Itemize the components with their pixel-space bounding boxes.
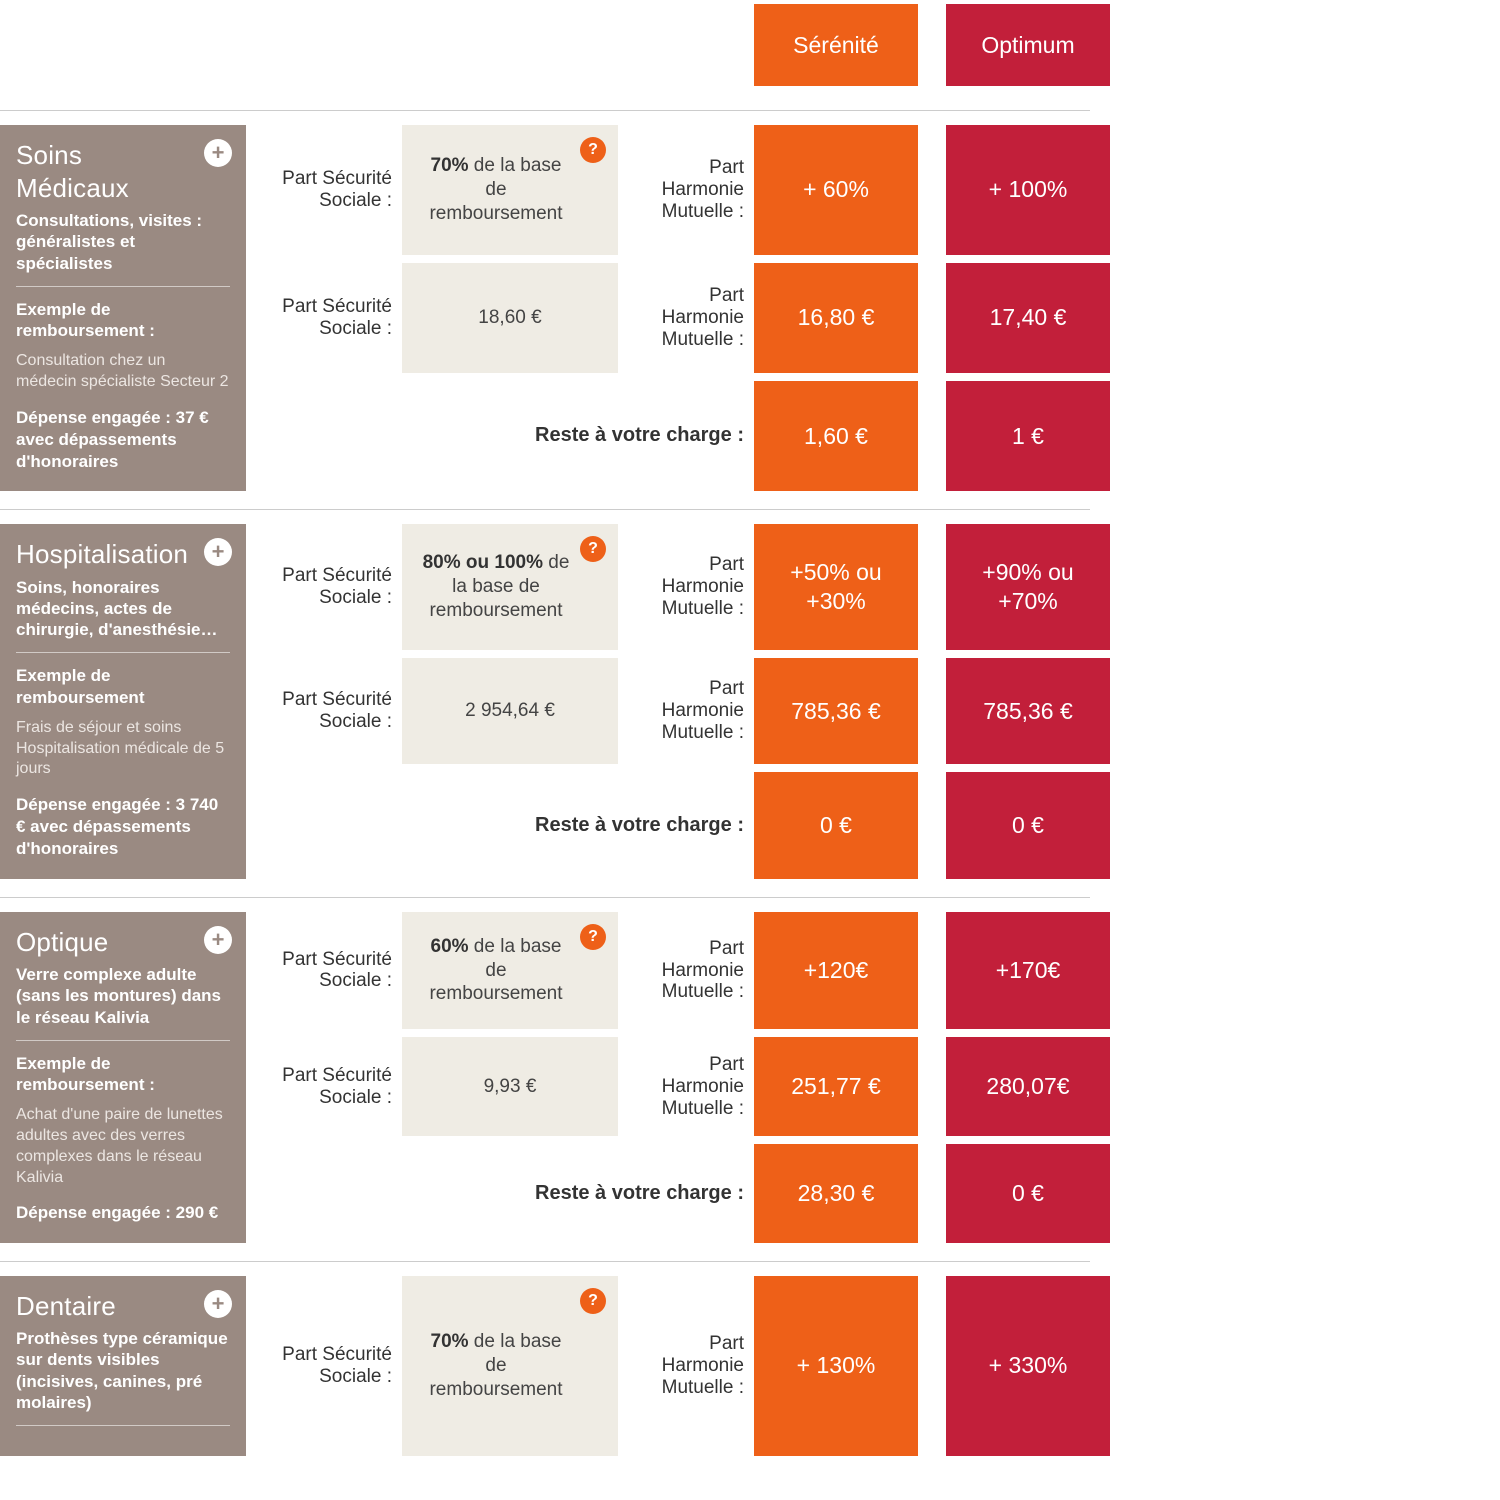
- optimum-reste: 1 €: [946, 381, 1110, 491]
- example-title: Exemple de remboursement: [16, 665, 230, 708]
- label-reste: Reste à votre charge :: [254, 1144, 746, 1243]
- example-body: Achat d'une paire de lunettes adultes av…: [16, 1105, 230, 1188]
- example-body: Consultation chez un médecin spécialiste…: [16, 351, 230, 393]
- ss-amount: 2 954,64 €: [402, 658, 618, 764]
- section-sidecard: + Hospitalisation Soins, honoraires méde…: [0, 524, 246, 878]
- section: + Soins Médicaux Consultations, visites …: [0, 110, 1090, 491]
- section: + Dentaire Prothèses type céramique sur …: [0, 1261, 1090, 1457]
- serenite-percent: + 130%: [754, 1276, 918, 1457]
- serenite-amount: 16,80 €: [754, 263, 918, 373]
- serenite-reste: 1,60 €: [754, 381, 918, 491]
- optimum-amount: 280,07€: [946, 1037, 1110, 1136]
- serenite-amount: 251,77 €: [754, 1037, 918, 1136]
- label-part-ss: Part Sécurité Sociale :: [254, 658, 394, 764]
- serenite-amount: 785,36 €: [754, 658, 918, 764]
- label-part-ss: Part Sécurité Sociale :: [254, 524, 394, 650]
- section: + Optique Verre complexe adulte (sans le…: [0, 897, 1090, 1243]
- label-part-hm: Part Harmonie Mutuelle :: [626, 658, 746, 764]
- ss-amount: 18,60 €: [402, 263, 618, 373]
- depense-label: Dépense engagée : 37 € avec dépassements…: [16, 407, 230, 473]
- example-title: Exemple de remboursement :: [16, 1053, 230, 1096]
- ss-percent-box: 70% de la base de remboursement ?: [402, 125, 618, 255]
- example-title: Exemple de remboursement :: [16, 299, 230, 342]
- label-part-hm: Part Harmonie Mutuelle :: [626, 912, 746, 1030]
- serenite-reste: 0 €: [754, 772, 918, 878]
- label-part-hm: Part Harmonie Mutuelle :: [626, 263, 746, 373]
- serenite-percent: +120€: [754, 912, 918, 1030]
- section-subtitle: Soins, honoraires médecins, actes de chi…: [16, 577, 230, 654]
- label-part-hm: Part Harmonie Mutuelle :: [626, 524, 746, 650]
- label-part-ss: Part Sécurité Sociale :: [254, 125, 394, 255]
- depense-label: Dépense engagée : 290 €: [16, 1202, 230, 1224]
- optimum-percent: +170€: [946, 912, 1110, 1030]
- plus-icon[interactable]: +: [204, 926, 232, 954]
- section-title: Dentaire: [16, 1290, 194, 1323]
- ss-percent-box: 80% ou 100% de la base de remboursement …: [402, 524, 618, 650]
- optimum-percent: + 330%: [946, 1276, 1110, 1457]
- section-sidecard: + Dentaire Prothèses type céramique sur …: [0, 1276, 246, 1457]
- section: + Hospitalisation Soins, honoraires méde…: [0, 509, 1090, 878]
- label-part-hm: Part Harmonie Mutuelle :: [626, 1037, 746, 1136]
- plus-icon[interactable]: +: [204, 139, 232, 167]
- label-part-ss: Part Sécurité Sociale :: [254, 263, 394, 373]
- header-row: Sérénité Optimum: [0, 4, 1090, 86]
- section-title: Optique: [16, 926, 194, 959]
- plus-icon[interactable]: +: [204, 1290, 232, 1318]
- depense-label: Dépense engagée : 3 740 € avec dépasseme…: [16, 794, 230, 860]
- optimum-reste: 0 €: [946, 772, 1110, 878]
- label-reste: Reste à votre charge :: [254, 381, 746, 491]
- section-subtitle: Verre complexe adulte (sans les montures…: [16, 964, 230, 1041]
- help-icon[interactable]: ?: [580, 1288, 606, 1314]
- label-reste: Reste à votre charge :: [254, 772, 746, 878]
- help-icon[interactable]: ?: [580, 536, 606, 562]
- example-body: Frais de séjour et soins Hospitalisation…: [16, 718, 230, 780]
- section-sidecard: + Soins Médicaux Consultations, visites …: [0, 125, 246, 491]
- plan-header-optimum: Optimum: [946, 4, 1110, 86]
- serenite-percent: + 60%: [754, 125, 918, 255]
- label-part-hm: Part Harmonie Mutuelle :: [626, 1276, 746, 1457]
- label-part-ss: Part Sécurité Sociale :: [254, 912, 394, 1030]
- section-title: Soins Médicaux: [16, 139, 194, 204]
- help-icon[interactable]: ?: [580, 137, 606, 163]
- help-icon[interactable]: ?: [580, 924, 606, 950]
- section-subtitle: Prothèses type céramique sur dents visib…: [16, 1328, 230, 1426]
- section-sidecard: + Optique Verre complexe adulte (sans le…: [0, 912, 246, 1243]
- optimum-amount: 17,40 €: [946, 263, 1110, 373]
- optimum-amount: 785,36 €: [946, 658, 1110, 764]
- label-part-ss: Part Sécurité Sociale :: [254, 1276, 394, 1457]
- plan-header-serenite: Sérénité: [754, 4, 918, 86]
- section-title: Hospitalisation: [16, 538, 194, 571]
- plus-icon[interactable]: +: [204, 538, 232, 566]
- ss-percent-box: 60% de la base de remboursement ?: [402, 912, 618, 1030]
- label-part-hm: Part Harmonie Mutuelle :: [626, 125, 746, 255]
- section-subtitle: Consultations, visites : généralistes et…: [16, 210, 230, 287]
- optimum-percent: + 100%: [946, 125, 1110, 255]
- optimum-reste: 0 €: [946, 1144, 1110, 1243]
- ss-amount: 9,93 €: [402, 1037, 618, 1136]
- serenite-percent: +50% ou +30%: [754, 524, 918, 650]
- label-part-ss: Part Sécurité Sociale :: [254, 1037, 394, 1136]
- ss-percent-box: 70% de la base de remboursement ?: [402, 1276, 618, 1457]
- optimum-percent: +90% ou +70%: [946, 524, 1110, 650]
- serenite-reste: 28,30 €: [754, 1144, 918, 1243]
